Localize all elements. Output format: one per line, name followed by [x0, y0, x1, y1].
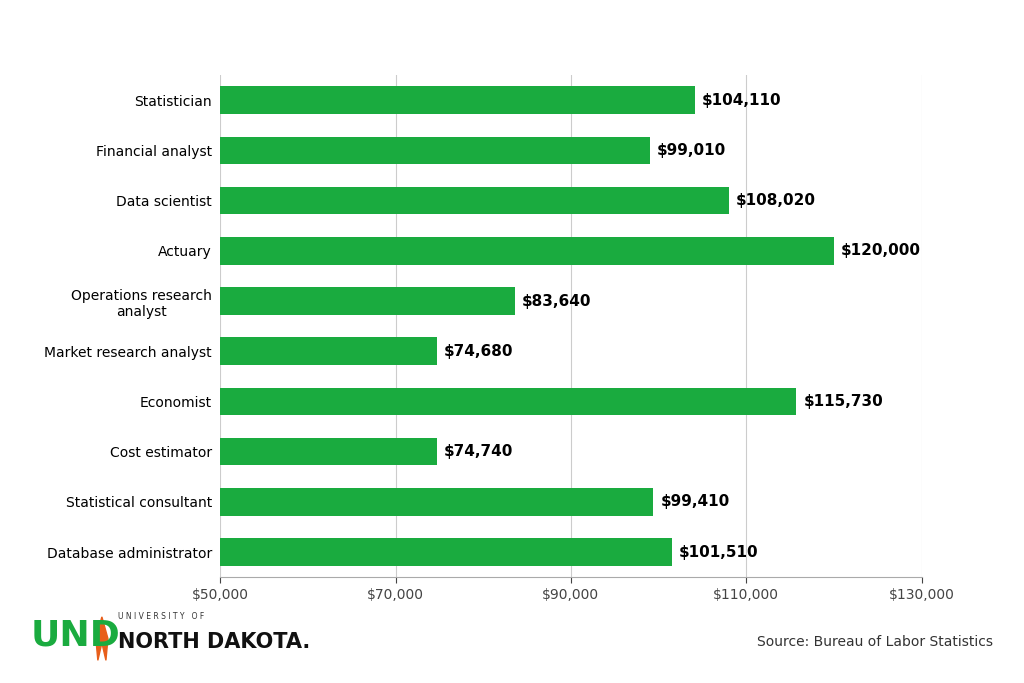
Text: $99,410: $99,410 — [660, 494, 730, 510]
Bar — [220, 388, 797, 415]
Bar — [220, 288, 515, 315]
Bar — [220, 187, 729, 214]
Text: $74,740: $74,740 — [444, 444, 513, 459]
Text: $101,510: $101,510 — [679, 544, 759, 559]
Text: $99,010: $99,010 — [656, 143, 726, 158]
Bar — [220, 237, 834, 264]
Bar — [220, 137, 650, 164]
Bar — [220, 488, 653, 516]
Text: $120,000: $120,000 — [841, 243, 921, 258]
Text: $83,640: $83,640 — [522, 294, 592, 309]
Bar — [220, 87, 694, 114]
Text: $74,680: $74,680 — [443, 344, 513, 359]
Text: Source: Bureau of Labor Statistics: Source: Bureau of Labor Statistics — [758, 635, 993, 649]
Bar — [220, 438, 437, 465]
Text: UND: UND — [31, 618, 121, 652]
Polygon shape — [96, 617, 108, 660]
Text: NORTH DAKOTA.: NORTH DAKOTA. — [118, 632, 310, 652]
Bar — [220, 337, 436, 365]
Text: U N I V E R S I T Y   O F: U N I V E R S I T Y O F — [118, 612, 204, 622]
Text: $104,110: $104,110 — [701, 93, 781, 108]
Bar — [220, 538, 672, 566]
Text: $108,020: $108,020 — [736, 193, 816, 208]
Text: $115,730: $115,730 — [804, 394, 884, 409]
